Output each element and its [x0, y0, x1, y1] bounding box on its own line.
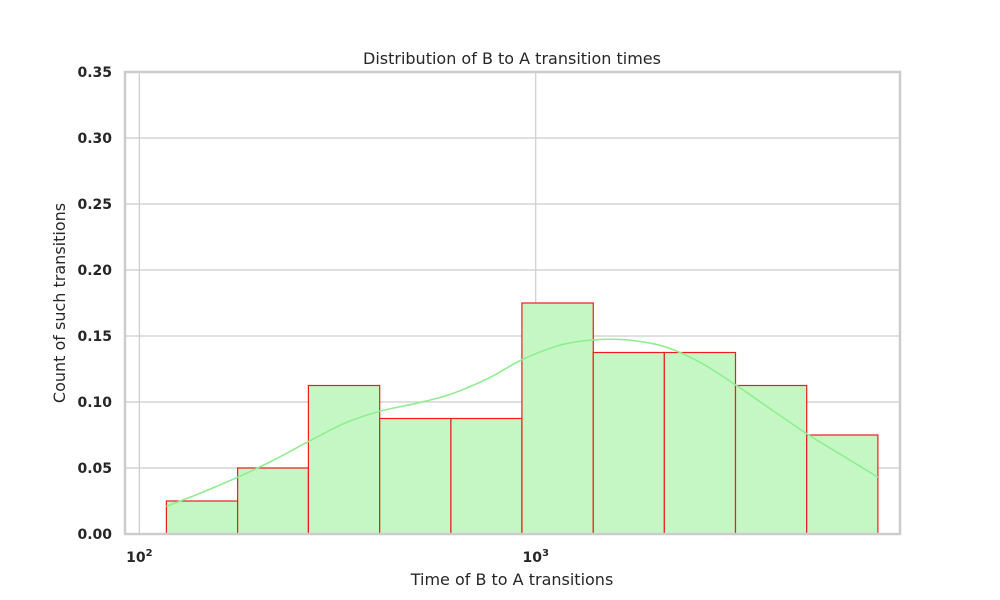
kde-curve [166, 338, 879, 508]
y-axis-label: Count of such transitions [50, 203, 69, 403]
histogram-bar-7 [592, 351, 665, 535]
histogram-bar-3 [307, 384, 381, 535]
plot-frame [123, 70, 902, 536]
histogram-bar-8 [663, 351, 737, 535]
histogram-bar-4 [379, 417, 452, 535]
chart-title: Distribution of B to A transition times [363, 49, 661, 68]
y-tick-label: 0.35 [77, 65, 112, 81]
x-axis-label: Time of B to A transitions [410, 570, 614, 589]
x-axis-ticks: 102 103 [126, 548, 549, 566]
y-tick-label: 0.30 [77, 131, 112, 147]
histogram-bars [165, 302, 879, 535]
histogram-bar-6 [521, 302, 594, 535]
y-axis-ticks: 0.00 0.05 0.10 0.15 0.20 0.25 0.30 0.35 [77, 65, 112, 543]
y-tick-label: 0.20 [77, 263, 112, 279]
y-tick-label: 0.25 [77, 197, 112, 213]
histogram-bar-1 [165, 500, 239, 535]
histogram-bar-2 [237, 467, 310, 535]
y-tick-label: 0.15 [77, 329, 112, 345]
x-tick-label: 102 [126, 548, 152, 566]
histogram-bar-9 [734, 384, 808, 535]
y-tick-label: 0.05 [77, 461, 112, 477]
histogram-bar-5 [450, 417, 523, 535]
y-tick-label: 0.10 [77, 395, 112, 411]
histogram-bar-10 [806, 434, 879, 535]
x-tick-label: 103 [522, 548, 548, 566]
y-tick-label: 0.00 [77, 527, 112, 543]
